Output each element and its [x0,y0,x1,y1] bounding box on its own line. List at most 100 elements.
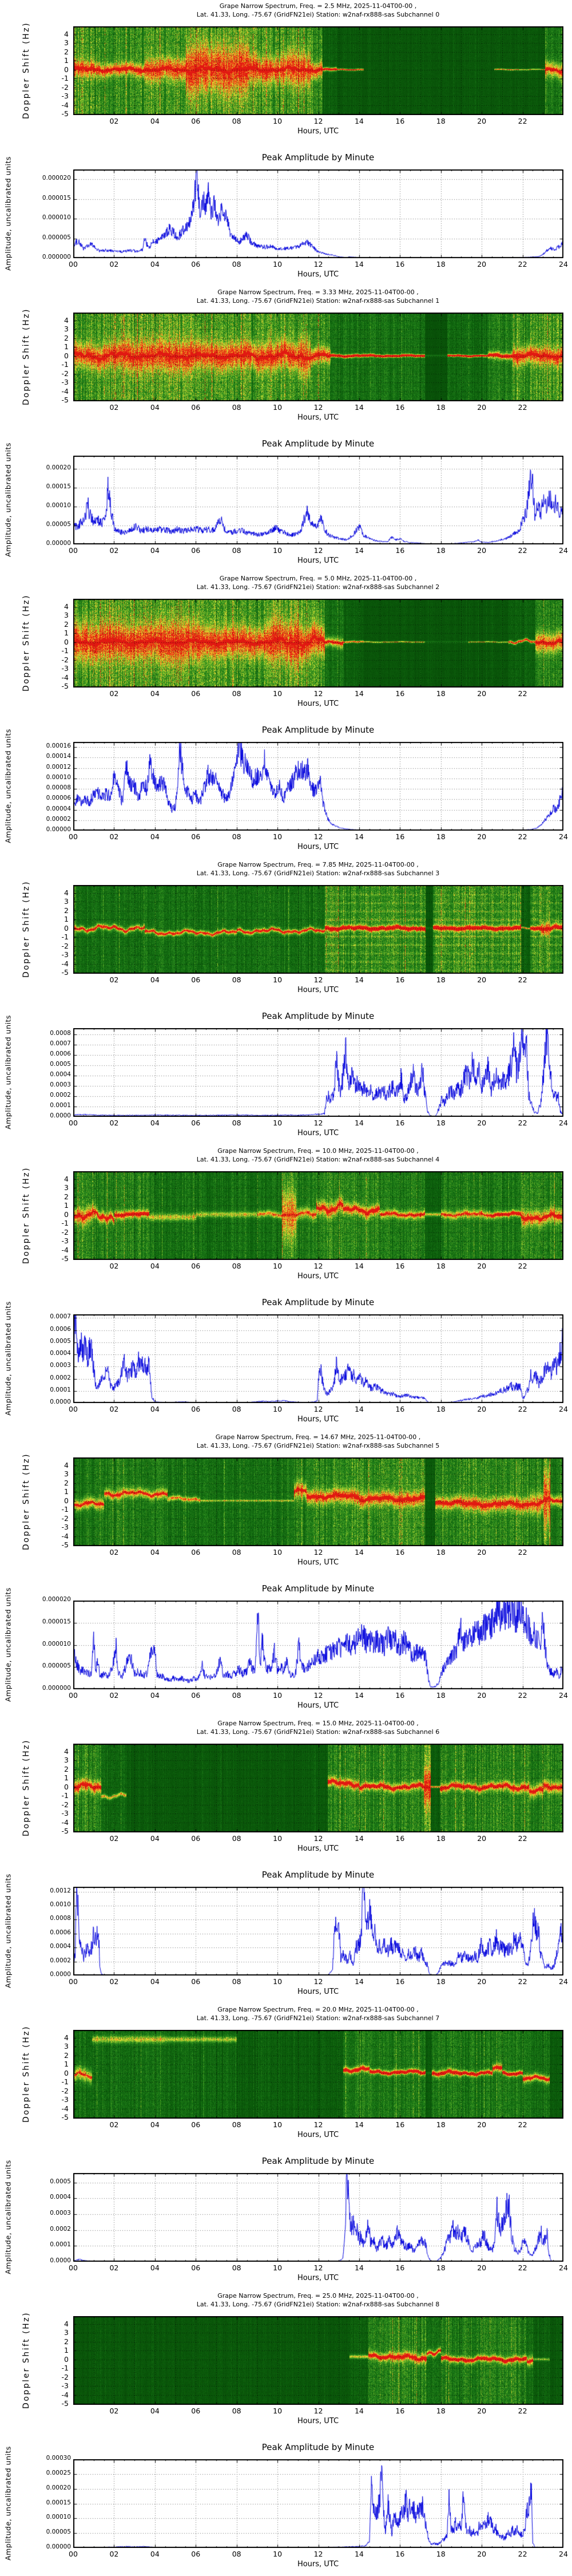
x-tick-label: 04 [150,546,160,555]
plot-title-line2: Lat. 41.33, Long. -75.67 (GridFN21ei) St… [196,1156,440,1163]
x-tick-label: 12 [313,1405,323,1413]
y-tick-label: -3 [61,1523,69,1532]
y-tick-label: 0.0004 [50,1070,71,1078]
x-tick-label: 16 [395,1691,405,1700]
x-tick-label: 18 [436,1548,446,1556]
y-tick-label: -3 [61,378,69,387]
y-tick-label: 2 [64,47,69,56]
x-tick-label: 08 [232,1548,241,1556]
y-tick-label: 0.000015 [42,194,71,202]
x-tick-label: 06 [191,1405,201,1413]
y-tick-label: 0.00030 [46,2455,71,2462]
x-tick-label: 16 [395,546,405,555]
spectrogram-plot: Grape Narrow Spectrum, Freq. = 7.85 MHz,… [0,859,572,1002]
x-tick-label: 10 [273,403,283,412]
x-tick-label: 02 [109,260,119,268]
x-tick-label: 12 [313,832,323,841]
x-tick-label: 02 [109,2120,119,2129]
y-tick-label: 0.0000 [50,1398,71,1405]
y-tick-label: -2 [61,82,69,92]
x-tick-label: 06 [191,1691,201,1700]
x-tick-label: 24 [559,1405,568,1413]
y-tick-label: 4 [64,1747,69,1756]
x-tick-label: 00 [69,1405,78,1413]
y-tick-label: 0.0004 [50,1943,71,1950]
y-tick-label: 3 [64,1469,69,1479]
y-tick-label: -5 [61,2399,69,2408]
y-tick-label: 2 [64,1478,69,1487]
plot-title: Peak Amplitude by Minute [261,725,375,735]
y-tick-label: 2 [64,906,69,915]
x-tick-label: 16 [395,117,405,125]
y-tick-label: 0.0010 [50,1901,71,1908]
spectrogram-plot: Grape Narrow Spectrum, Freq. = 15.0 MHz,… [0,1717,572,1860]
y-tick-label: 0.0004 [50,2194,71,2201]
x-tick-label: 08 [232,260,241,268]
plot-title-line2: Lat. 41.33, Long. -75.67 (GridFN21ei) St… [196,1728,440,1736]
y-tick-label: 4 [64,2319,69,2328]
spectrogram-canvas [73,885,563,974]
x-tick-label: 04 [150,832,160,841]
x-tick-label: 06 [191,832,201,841]
x-tick-label: 18 [436,403,446,412]
x-tick-label: 22 [518,546,527,555]
x-tick-label: 16 [395,1548,405,1556]
x-tick-label: 08 [232,403,241,412]
y-tick-label: 3 [64,611,69,620]
y-tick-label: -1 [61,74,69,83]
y-tick-label: 0.0007 [50,1313,71,1321]
x-tick-label: 02 [109,2550,119,2558]
y-tick-label: -3 [61,2381,69,2391]
x-tick-label: 16 [395,2407,405,2415]
x-tick-label: 24 [559,546,568,555]
y-tick-label: -1 [61,2077,69,2087]
y-tick-label: -3 [61,2095,69,2104]
x-tick-label: 12 [313,260,323,268]
x-tick-label: 06 [191,689,201,698]
x-tick-label: 02 [109,689,119,698]
x-tick-label: 12 [313,1977,323,1986]
x-tick-label: 18 [436,260,446,268]
x-tick-label: 12 [313,1548,323,1556]
y-tick-label: 0.00016 [46,742,71,750]
x-tick-label: 18 [436,1119,446,1127]
y-tick-label: -4 [61,1818,69,1827]
x-tick-label: 14 [354,689,364,698]
y-tick-label: 0.00000 [46,540,71,547]
x-tick-label: 16 [395,689,405,698]
x-tick-label: 18 [436,2263,446,2272]
x-tick-label: 20 [477,1548,487,1556]
y-tick-label: 0.0012 [50,1887,71,1894]
x-axis-label: Hours, UTC [297,270,339,279]
x-tick-label: 14 [354,403,364,412]
x-tick-label: 12 [313,1691,323,1700]
x-tick-label: 12 [313,2263,323,2272]
x-tick-label: 20 [477,546,487,555]
y-tick-label: 4 [64,1174,69,1183]
x-tick-label: 20 [477,975,487,984]
y-tick-label: 0.0000 [50,1112,71,1119]
x-tick-label: 04 [150,1405,160,1413]
spectrogram-canvas [73,2030,563,2119]
x-tick-label: 04 [150,2550,160,2558]
x-axis-label: Hours, UTC [297,2417,339,2425]
x-tick-label: 22 [518,2120,527,2129]
plot-title: Peak Amplitude by Minute [261,1870,375,1880]
y-tick-label: 0.0006 [50,1325,71,1333]
plot-title: Peak Amplitude by Minute [261,2156,375,2166]
x-axis-label: Hours, UTC [297,413,339,422]
y-tick-label: 0.00014 [46,753,71,760]
x-tick-label: 04 [150,1691,160,1700]
x-tick-label: 20 [477,117,487,125]
y-tick-label: 0.00012 [46,763,71,771]
plot-title-line2: Lat. 41.33, Long. -75.67 (GridFN21ei) St… [196,870,440,877]
amplitude-plot: Peak Amplitude by Minute Amplitude, unca… [0,429,572,572]
x-tick-label: 08 [232,1119,241,1127]
x-tick-label: 06 [191,403,201,412]
x-tick-label: 02 [109,2407,119,2415]
y-tick-label: -4 [61,2390,69,2399]
x-tick-label: 22 [518,832,527,841]
y-tick-label: 0.00000 [46,826,71,833]
amplitude-canvas [73,1601,563,1689]
amplitude-canvas [73,2459,563,2548]
